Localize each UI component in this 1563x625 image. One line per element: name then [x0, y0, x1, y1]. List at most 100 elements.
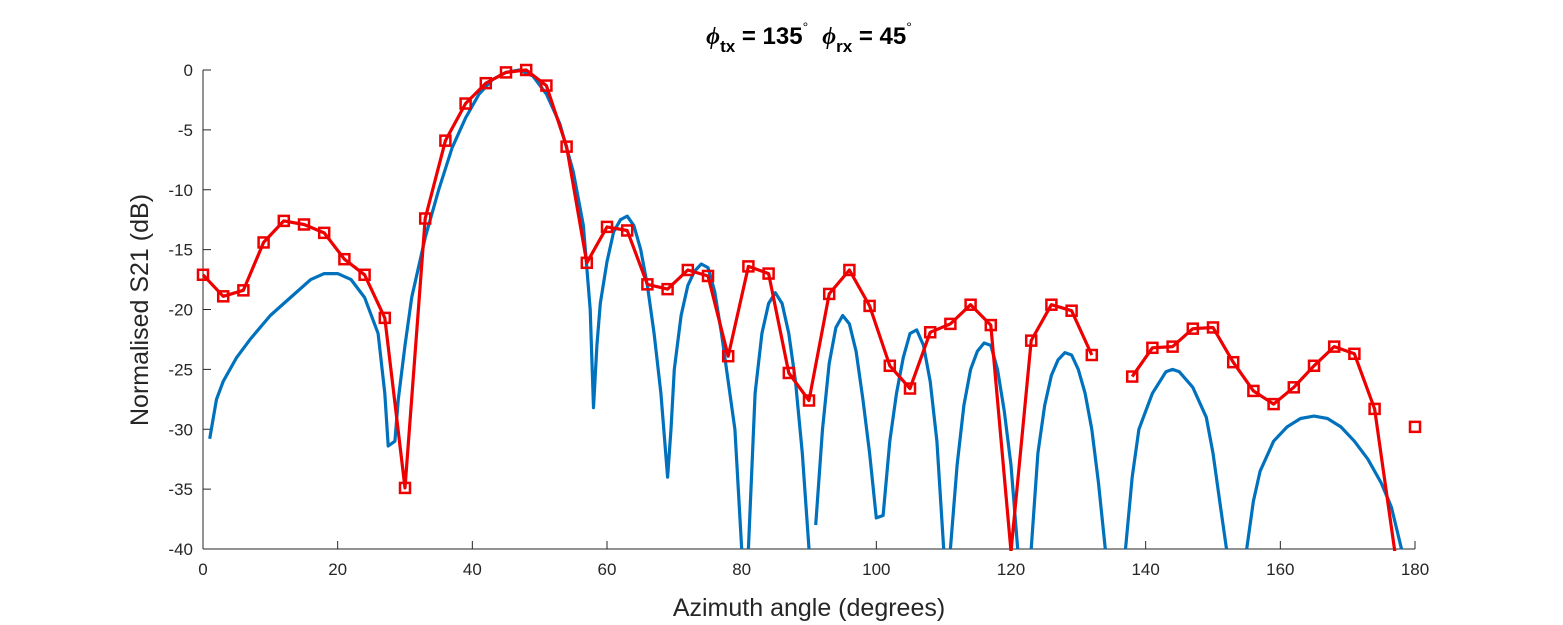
measured-point-marker: [802, 394, 816, 407]
simulated-series-line: [948, 341, 1020, 550]
measured-point-marker: [1408, 420, 1422, 434]
measured-point-marker: [1085, 348, 1099, 362]
y-tick-label: -40: [168, 540, 193, 559]
measured-point-marker: [216, 290, 230, 303]
measured-point-marker: [519, 63, 533, 77]
title-tx-subscript: tx: [720, 37, 736, 56]
axes: 0 20 40 60 80 100 120 140 160 180 0 -5 -10 -15 -20 -25…: [168, 61, 1429, 579]
measured-point-marker: [277, 214, 291, 228]
measured-point-marker: [721, 349, 735, 363]
measured-point-marker: [843, 263, 856, 277]
measured-point-marker: [903, 382, 917, 395]
measured-point-marker: [237, 284, 250, 297]
simulated-series-line: [1245, 414, 1404, 550]
x-tick-label: 160: [1266, 560, 1294, 579]
simulated-series-line: [1029, 351, 1107, 550]
measured-point-marker: [661, 282, 674, 296]
measured-point-marker: [338, 252, 351, 266]
measured-point-marker: [1348, 347, 1361, 361]
simulated-series-line: [1123, 367, 1229, 550]
measured-point-marker: [681, 263, 695, 277]
y-tick-label: -35: [168, 480, 193, 499]
measured-point-marker: [883, 359, 897, 373]
measured-point-marker: [620, 224, 634, 237]
simulated-series-line: [746, 291, 811, 550]
y-tick-label: 0: [184, 61, 193, 80]
measured-point-marker: [1247, 384, 1260, 398]
measured-point-marker: [923, 326, 937, 339]
chart-title: ϕtx = 135° ϕrx = 45°: [706, 19, 912, 56]
measured-point-marker: [1024, 334, 1038, 347]
measured-point-marker: [1287, 381, 1301, 394]
title-tx-value: = 135: [735, 23, 802, 50]
title-phi-tx: ϕ: [706, 24, 720, 50]
x-tick-label: 0: [198, 560, 207, 579]
measured-point-marker: [540, 79, 553, 92]
x-tick-label: 140: [1131, 560, 1159, 579]
measured-series-line: [1130, 325, 1397, 551]
series: [201, 68, 1404, 551]
measured-point-marker: [944, 317, 957, 331]
title-rx-degree: °: [906, 19, 912, 35]
measured-point-marker: [317, 226, 331, 240]
measured-point-marker: [257, 236, 270, 249]
y-tick-label: -25: [168, 360, 193, 379]
x-tick-label: 80: [732, 560, 751, 579]
measured-point-marker: [1267, 397, 1280, 411]
measured-point-marker: [378, 311, 392, 325]
x-tick-label: 180: [1401, 560, 1429, 579]
x-axis-label: Azimuth angle (degrees): [673, 594, 945, 622]
measured-point-marker: [439, 134, 452, 147]
measured-point-marker: [964, 298, 977, 311]
measured-point-marker: [863, 299, 876, 313]
x-tick-label: 40: [463, 560, 482, 579]
y-ticks: 0 -5 -10 -15 -20 -25 -30 -35 -40: [168, 61, 211, 559]
measured-point-marker: [762, 267, 775, 280]
measured-point-marker: [297, 218, 311, 231]
measured-point-marker: [984, 318, 998, 332]
measured-series-line: [201, 68, 1094, 551]
x-tick-label: 100: [862, 560, 890, 579]
title-phi-rx: ϕ: [822, 24, 836, 50]
measured-point-marker: [822, 287, 836, 301]
x-ticks: 0 20 40 60 80 100 120 140 160 180: [198, 541, 1429, 579]
y-tick-label: -5: [178, 121, 193, 140]
x-tick-label: 20: [328, 560, 347, 579]
measured-point-marker: [418, 212, 432, 225]
measured-point-marker: [1327, 340, 1341, 353]
y-tick-label: -30: [168, 420, 193, 439]
measured-point-marker: [1368, 402, 1381, 416]
y-axis-label: Normalised S21 (dB): [126, 194, 154, 426]
title-tx-degree: °: [803, 19, 809, 35]
measured-point-marker: [1226, 355, 1240, 369]
y-tick-label: -15: [168, 241, 193, 260]
measured-point-marker: [1307, 359, 1321, 373]
title-rx-value: = 45: [852, 23, 906, 50]
measured-point-marker: [499, 66, 513, 79]
measured-point-marker: [560, 140, 573, 153]
markers: [196, 63, 1422, 495]
measured-point-marker: [1166, 340, 1179, 353]
simulated-series-line: [814, 313, 946, 550]
measured-point-marker: [1206, 321, 1220, 334]
measured-point-marker: [1065, 304, 1078, 317]
measured-point-marker: [459, 97, 472, 110]
measured-point-marker: [479, 76, 493, 90]
measured-point-marker: [701, 269, 715, 283]
simulated-series-line: [208, 68, 744, 550]
measured-point-marker: [580, 256, 594, 270]
measured-point-marker: [1186, 322, 1200, 335]
measured-point-marker: [1146, 341, 1159, 355]
x-tick-label: 120: [997, 560, 1025, 579]
measured-point-marker: [641, 278, 654, 291]
measured-point-marker: [782, 366, 796, 380]
y-tick-label: -10: [168, 181, 193, 200]
title-rx-subscript: rx: [836, 37, 853, 56]
measured-point-marker: [1045, 298, 1058, 311]
measured-point-marker: [600, 220, 614, 234]
x-tick-label: 60: [598, 560, 617, 579]
y-tick-label: -20: [168, 301, 193, 320]
measured-point-marker: [196, 268, 210, 282]
measured-point-marker: [358, 268, 371, 282]
